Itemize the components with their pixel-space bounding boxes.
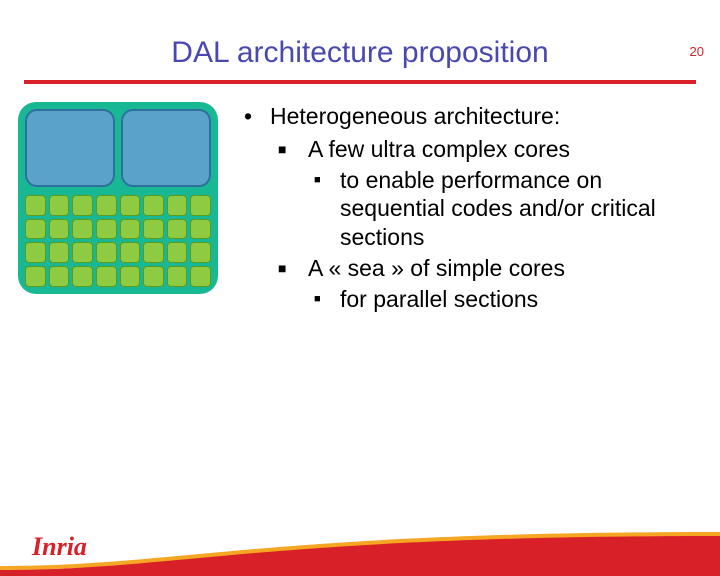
simple-core: [120, 219, 141, 240]
simple-core: [49, 195, 70, 216]
simple-core: [49, 219, 70, 240]
bullet-level-3: ■ to enable performance on sequential co…: [314, 166, 702, 252]
bullet-text: A few ultra complex cores: [308, 135, 570, 164]
simple-core: [96, 195, 117, 216]
bullet-square-icon: ■: [278, 135, 308, 164]
simple-core: [120, 195, 141, 216]
simple-core: [143, 219, 164, 240]
simple-core: [167, 266, 188, 287]
simple-core: [143, 195, 164, 216]
simple-cores-grid: [25, 195, 211, 287]
simple-core: [96, 219, 117, 240]
simple-core: [190, 242, 211, 263]
bullet-text: Heterogeneous architecture:: [270, 102, 560, 131]
content-area: • Heterogeneous architecture: ■ A few ul…: [0, 102, 720, 315]
simple-core: [72, 219, 93, 240]
simple-core: [167, 219, 188, 240]
bullet-level-2: ■ A few ultra complex cores: [278, 135, 702, 164]
simple-core: [72, 195, 93, 216]
simple-core: [120, 242, 141, 263]
bullet-square-icon: ■: [314, 166, 340, 252]
chip-outline: [18, 102, 218, 294]
simple-core: [143, 242, 164, 263]
bullet-dot-icon: •: [244, 102, 270, 131]
simple-core: [72, 242, 93, 263]
simple-core: [25, 219, 46, 240]
bullet-text: to enable performance on sequential code…: [340, 166, 702, 252]
bullet-square-icon: ■: [278, 254, 308, 283]
footer-swoosh: Inria: [0, 522, 720, 576]
inria-logo: Inria: [32, 532, 87, 562]
architecture-diagram: [18, 102, 238, 315]
simple-core: [25, 242, 46, 263]
slide-title: DAL architecture proposition: [0, 36, 720, 70]
bullet-text-column: • Heterogeneous architecture: ■ A few ul…: [238, 102, 702, 315]
simple-core: [190, 195, 211, 216]
complex-core: [121, 109, 211, 187]
bullet-square-icon: ■: [314, 285, 340, 314]
bullet-text: for parallel sections: [340, 285, 538, 314]
page-number: 20: [690, 44, 704, 59]
swoosh-icon: [0, 522, 720, 576]
simple-core: [25, 195, 46, 216]
simple-core: [167, 195, 188, 216]
simple-core: [25, 266, 46, 287]
simple-core: [49, 242, 70, 263]
bullet-text: A « sea » of simple cores: [308, 254, 565, 283]
simple-core: [96, 266, 117, 287]
simple-core: [167, 242, 188, 263]
bullet-level-1: • Heterogeneous architecture:: [244, 102, 702, 131]
simple-core: [190, 266, 211, 287]
complex-core: [25, 109, 115, 187]
bullet-level-2: ■ A « sea » of simple cores: [278, 254, 702, 283]
complex-cores-row: [25, 109, 211, 187]
simple-core: [143, 266, 164, 287]
title-rule: [24, 80, 696, 84]
simple-core: [49, 266, 70, 287]
simple-core: [120, 266, 141, 287]
bullet-level-3: ■ for parallel sections: [314, 285, 702, 314]
simple-core: [190, 219, 211, 240]
simple-core: [72, 266, 93, 287]
simple-core: [96, 242, 117, 263]
